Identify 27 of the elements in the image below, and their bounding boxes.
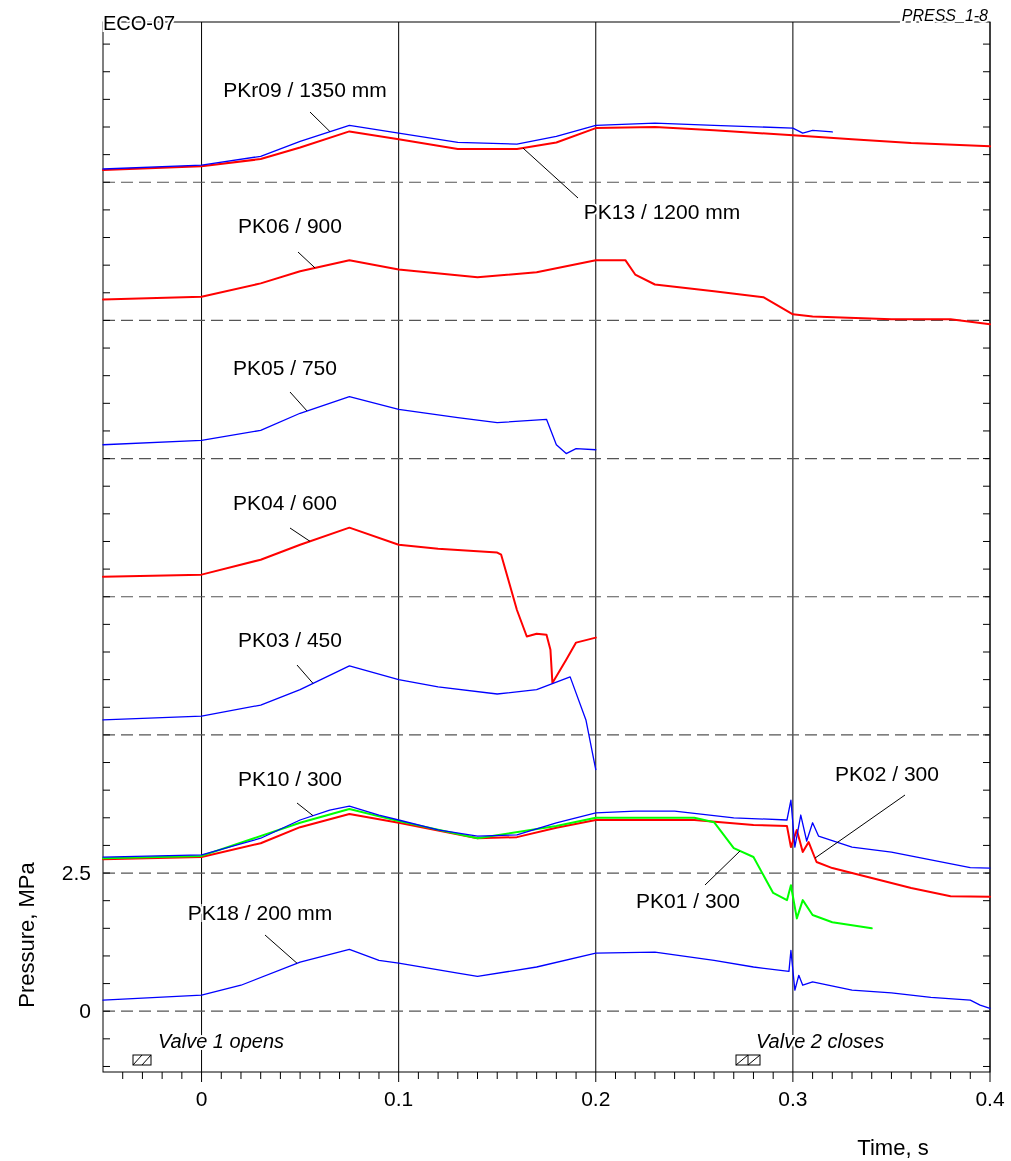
x-axis-title: Time, s bbox=[857, 1135, 929, 1160]
series-label: PK05 / 750 bbox=[233, 356, 337, 379]
line-series bbox=[102, 126, 991, 172]
x-tick-label: 0.2 bbox=[581, 1087, 611, 1110]
annotation: ECO-07 bbox=[103, 12, 176, 34]
text: PK02 / 300 bbox=[835, 762, 939, 785]
line-series bbox=[102, 259, 991, 326]
y-tick-label: 2.5 bbox=[61, 861, 91, 885]
series-label: PK01 / 300 bbox=[636, 889, 740, 912]
series-label: PKr09 / 1350 mm bbox=[223, 78, 387, 101]
y-axis-title: Pressure, MPa bbox=[14, 861, 39, 1008]
annotation: PRESS_1-8 bbox=[901, 7, 989, 24]
x-tick-label: 0.1 bbox=[384, 1087, 414, 1110]
series-label: PK04 / 600 bbox=[233, 491, 337, 514]
series-label: PK03 / 450 bbox=[238, 628, 342, 651]
line-series bbox=[102, 948, 991, 1010]
x-tick-label: 0.3 bbox=[778, 1087, 808, 1110]
series-label: PK06 / 900 bbox=[238, 214, 342, 237]
line-series bbox=[102, 526, 597, 684]
series-label: PK10 / 300 bbox=[238, 767, 342, 790]
line-series bbox=[102, 396, 597, 455]
line-series bbox=[102, 122, 833, 170]
x-tick-label: 0.4 bbox=[975, 1087, 1005, 1110]
line-series bbox=[102, 665, 597, 771]
x-tick-label: 0 bbox=[195, 1087, 208, 1110]
line-series bbox=[102, 799, 991, 869]
line-series bbox=[102, 807, 873, 930]
